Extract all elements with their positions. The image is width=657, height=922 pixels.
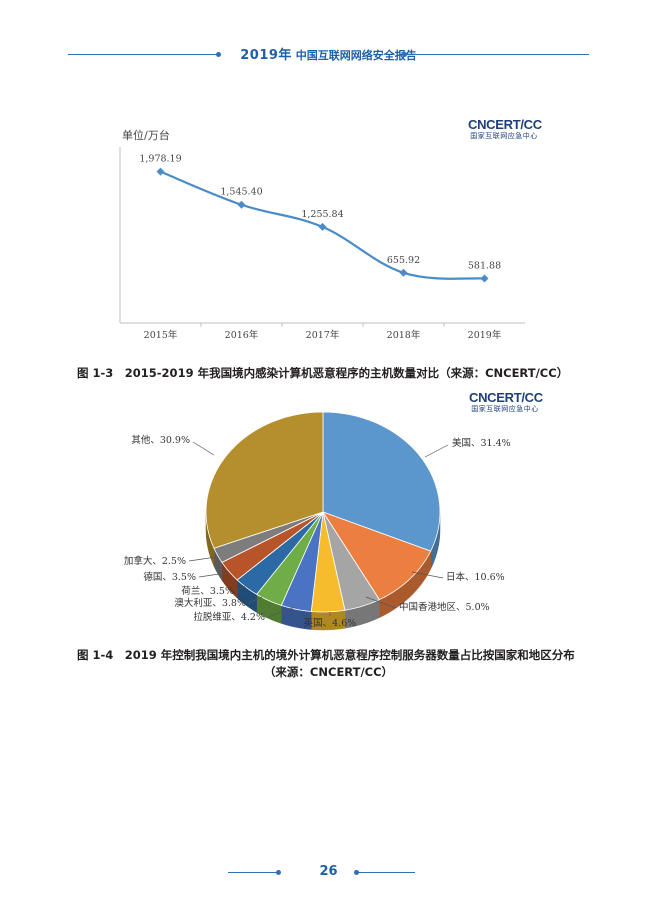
- x-tick-label: 2016年: [225, 329, 259, 341]
- data-point: [237, 200, 246, 209]
- footer-dot-left: [276, 870, 281, 875]
- cncert-logo-1: CNCERT/CC 国家互联网应急中心: [468, 117, 542, 141]
- data-label: 1,255.84: [301, 209, 343, 220]
- header-rule-right: [405, 54, 589, 55]
- data-point: [480, 274, 489, 283]
- footer-rule-left: [228, 872, 278, 873]
- header-year: 2019年: [240, 48, 292, 63]
- data-label: 581.88: [468, 260, 501, 271]
- x-tick-label: 2019年: [468, 329, 502, 341]
- data-point: [156, 167, 165, 176]
- pie-slice-label: 德国、3.5%: [143, 571, 196, 583]
- cncert-logo-2: CNCERT/CC 国家互联网应急中心: [469, 390, 543, 414]
- header-dot-left: [216, 52, 221, 57]
- pie-slice-label: 美国、31.4%: [452, 437, 511, 449]
- pie-leader-line: [248, 596, 263, 604]
- data-point: [318, 222, 327, 231]
- pie-leader-line: [424, 444, 449, 458]
- pie-leader-line: [198, 572, 227, 578]
- pie-slice-label: 其他、30.9%: [131, 434, 190, 446]
- logo-name: CNCERT/CC: [469, 390, 543, 405]
- x-tick-label: 2017年: [306, 329, 340, 341]
- pie-slice: [310, 511, 346, 613]
- page-number: 26: [319, 864, 338, 879]
- pie-chart: 美国、31.4% 日本、10.6% 中国香港地区、5.0% 英国、4.6% 拉脱维亚、4…: [124, 411, 511, 631]
- pie-slice: [322, 511, 432, 601]
- data-label: 1,545.40: [220, 187, 262, 198]
- pie-leader-line: [267, 606, 296, 618]
- data-point: [399, 268, 408, 277]
- footer-rule-right: [357, 872, 415, 873]
- pie-slice: [322, 411, 441, 552]
- figure-1-caption: 图 1-3 2015-2019 年我国境内感染计算机恶意程序的主机数量对比（来源…: [77, 366, 569, 380]
- logo-subtitle: 国家互联网应急中心: [470, 132, 538, 140]
- line-chart: 1,978.19 1,545.40 1,255.84 655.92 581.88 201…: [119, 147, 525, 341]
- unit-label: 单位/万台: [122, 129, 170, 142]
- pie-slice-label: 荷兰、3.5%: [181, 585, 234, 597]
- pie-slice-label: 中国香港地区、5.0%: [399, 601, 490, 613]
- pie-slice: [280, 511, 324, 612]
- pie-slice: [322, 511, 380, 611]
- figure-2-caption-line2: （来源：CNCERT/CC）: [263, 665, 394, 679]
- pie-slice-label: 日本、10.6%: [446, 571, 505, 583]
- header-report-title: 中国互联网网络安全报告: [295, 49, 417, 62]
- x-tick-label: 2015年: [144, 329, 178, 341]
- header-title: 2019年 中国互联网网络安全报告: [0, 44, 657, 63]
- pie-leader-line: [192, 441, 215, 456]
- pie-leader-line: [365, 596, 397, 609]
- pie-leader-line: [236, 585, 246, 592]
- pie-slice-label: 拉脱维亚、4.2%: [193, 611, 265, 623]
- pie-slice: [236, 511, 324, 595]
- pie-slice-label: 澳大利亚、3.8%: [174, 597, 246, 609]
- pie-slice-label: 加拿大、2.5%: [124, 555, 186, 567]
- pie-leader-line: [188, 556, 217, 562]
- logo-subtitle: 国家互联网应急中心: [471, 405, 539, 413]
- header-dot-right: [402, 52, 407, 57]
- data-label: 655.92: [387, 255, 420, 266]
- pie-slice: [221, 511, 324, 581]
- footer-dot-right: [354, 870, 359, 875]
- data-label: 1,978.19: [139, 154, 181, 165]
- pie-leader-line: [411, 571, 444, 579]
- pie-slice-label: 英国、4.6%: [304, 617, 357, 629]
- pie-slice: [256, 511, 324, 606]
- header-rule-left: [68, 54, 218, 55]
- pie-slice: [205, 411, 324, 549]
- figure-2-caption-line1: 图 1-4 2019 年控制我国境内主机的境外计算机恶意程序控制服务器数量占比按…: [77, 648, 575, 662]
- x-tick-label: 2018年: [387, 329, 421, 341]
- logo-name: CNCERT/CC: [468, 117, 542, 132]
